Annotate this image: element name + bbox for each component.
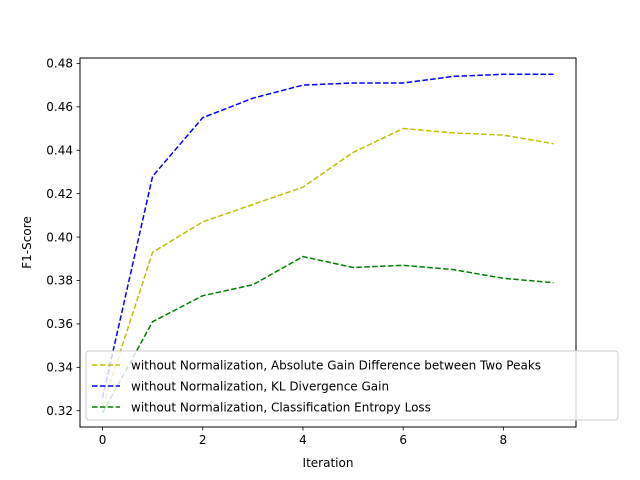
x-axis-label: Iteration: [303, 456, 354, 470]
series-lines: [101, 73, 554, 414]
legend: without Normalization, Absolute Gain Dif…: [85, 350, 619, 421]
x-tick-label: 2: [199, 433, 207, 447]
x-tick-label: 8: [500, 433, 508, 447]
series-line-0: [101, 127, 554, 407]
series-line-1: [101, 73, 554, 398]
y-tick-label: 0.42: [46, 187, 73, 201]
y-tick-label: 0.34: [46, 361, 73, 375]
y-tick-label: 0.32: [46, 404, 73, 418]
legend-label: without Normalization, Classification En…: [131, 401, 431, 415]
y-tick-label: 0.40: [46, 230, 73, 244]
plot-frame: [79, 57, 577, 428]
legend-label: without Normalization, KL Divergence Gai…: [131, 380, 389, 394]
y-tick-label: 0.46: [46, 100, 73, 114]
x-tick-label: 0: [99, 433, 107, 447]
y-tick-label: 0.44: [46, 143, 73, 157]
legend-box: [85, 350, 619, 421]
legend-label: without Normalization, Absolute Gain Dif…: [131, 359, 541, 373]
x-tick-label: 4: [299, 433, 307, 447]
y-tick-label: 0.48: [46, 57, 73, 71]
y-tick-label: 0.38: [46, 274, 73, 288]
x-axis-ticks: 0 2 4 6 8: [99, 427, 507, 447]
x-tick-label: 6: [399, 433, 407, 447]
y-axis-label: F1-Score: [20, 216, 34, 268]
y-axis-ticks: 0.32 0.34 0.36 0.38 0.40 0.42 0.44 0.46 0.48: [46, 57, 80, 418]
y-tick-label: 0.36: [46, 317, 73, 331]
series-line-2: [101, 255, 554, 414]
